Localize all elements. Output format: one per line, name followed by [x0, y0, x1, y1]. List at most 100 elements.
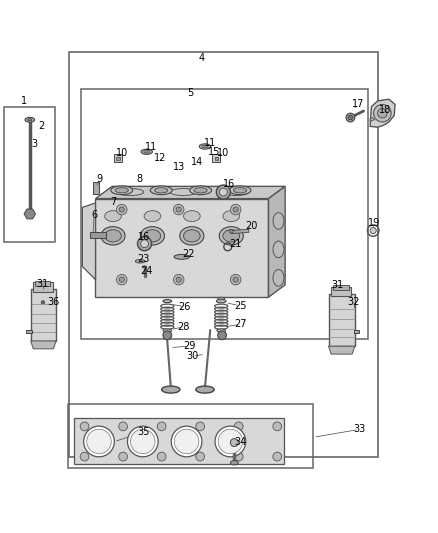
Text: 12: 12 [154, 153, 166, 163]
Circle shape [233, 207, 238, 212]
Ellipse shape [174, 254, 189, 259]
Text: 11: 11 [145, 142, 157, 152]
Circle shape [171, 426, 202, 457]
Bar [212, 155, 220, 162]
Text: 10: 10 [116, 148, 128, 158]
Circle shape [218, 331, 226, 340]
Text: 19: 19 [368, 217, 381, 228]
Circle shape [273, 422, 282, 431]
Text: 11: 11 [204, 138, 216, 148]
Ellipse shape [163, 329, 172, 332]
Circle shape [219, 188, 227, 196]
Bar [26, 329, 32, 333]
Ellipse shape [202, 145, 208, 148]
Text: 13: 13 [173, 161, 185, 172]
Bar [90, 232, 106, 238]
Text: 36: 36 [47, 297, 60, 308]
Text: 33: 33 [353, 424, 365, 434]
Ellipse shape [194, 188, 207, 193]
Ellipse shape [229, 230, 233, 233]
Text: 27: 27 [234, 319, 246, 329]
Circle shape [131, 429, 155, 454]
Ellipse shape [150, 186, 172, 195]
Circle shape [41, 301, 45, 304]
Ellipse shape [180, 227, 204, 245]
Circle shape [273, 452, 282, 461]
Ellipse shape [184, 211, 200, 222]
Circle shape [346, 113, 355, 122]
Circle shape [157, 452, 166, 461]
Text: 26: 26 [179, 302, 191, 312]
Ellipse shape [273, 213, 284, 229]
Circle shape [234, 452, 243, 461]
Text: 20: 20 [246, 221, 258, 231]
Circle shape [119, 452, 127, 461]
Ellipse shape [28, 119, 32, 121]
Ellipse shape [117, 189, 144, 196]
Text: 21: 21 [230, 239, 242, 249]
Text: 4: 4 [198, 53, 205, 63]
Ellipse shape [105, 230, 121, 242]
Bar [331, 287, 351, 296]
Ellipse shape [190, 186, 212, 195]
Ellipse shape [162, 386, 180, 393]
Bar [33, 282, 53, 292]
Circle shape [141, 240, 148, 248]
Text: 7: 7 [110, 197, 116, 207]
Circle shape [234, 422, 243, 431]
Text: 2: 2 [39, 122, 45, 131]
Text: 25: 25 [234, 301, 246, 311]
Ellipse shape [144, 230, 161, 242]
Ellipse shape [144, 150, 150, 153]
Ellipse shape [111, 186, 133, 195]
Polygon shape [328, 346, 355, 354]
Circle shape [215, 426, 246, 457]
Bar [31, 289, 56, 341]
Bar [4, 107, 55, 243]
Ellipse shape [144, 211, 161, 222]
Ellipse shape [219, 227, 244, 245]
Circle shape [230, 274, 241, 285]
Circle shape [176, 277, 181, 282]
Ellipse shape [142, 266, 147, 268]
Circle shape [176, 207, 181, 212]
Bar [215, 157, 218, 160]
Circle shape [374, 104, 391, 122]
Text: 30: 30 [187, 351, 199, 361]
Circle shape [80, 422, 89, 431]
Bar [328, 294, 355, 346]
Ellipse shape [233, 188, 247, 193]
Polygon shape [268, 187, 285, 297]
Text: 31: 31 [331, 280, 343, 290]
Text: 10: 10 [217, 148, 230, 158]
Ellipse shape [115, 188, 128, 193]
Text: 35: 35 [138, 427, 150, 437]
Bar [333, 285, 349, 290]
Text: 22: 22 [182, 249, 194, 259]
Circle shape [87, 429, 111, 454]
Polygon shape [74, 418, 284, 464]
Polygon shape [95, 199, 268, 297]
Text: 17: 17 [352, 100, 364, 109]
Text: 6: 6 [91, 210, 97, 220]
Text: 9: 9 [97, 174, 103, 184]
Circle shape [119, 277, 124, 282]
Circle shape [127, 426, 158, 457]
Circle shape [230, 204, 241, 215]
Polygon shape [231, 229, 249, 233]
Circle shape [138, 237, 152, 251]
Bar [68, 405, 313, 468]
Ellipse shape [230, 461, 238, 465]
Circle shape [173, 204, 184, 215]
Text: 34: 34 [234, 437, 246, 447]
Ellipse shape [155, 188, 168, 193]
Circle shape [117, 274, 127, 285]
Text: 3: 3 [31, 139, 37, 149]
Circle shape [173, 274, 184, 285]
Ellipse shape [141, 149, 152, 155]
Text: 31: 31 [37, 279, 49, 289]
Text: 28: 28 [177, 322, 189, 332]
Circle shape [233, 277, 238, 282]
Text: 1: 1 [21, 96, 27, 107]
Ellipse shape [101, 227, 125, 245]
